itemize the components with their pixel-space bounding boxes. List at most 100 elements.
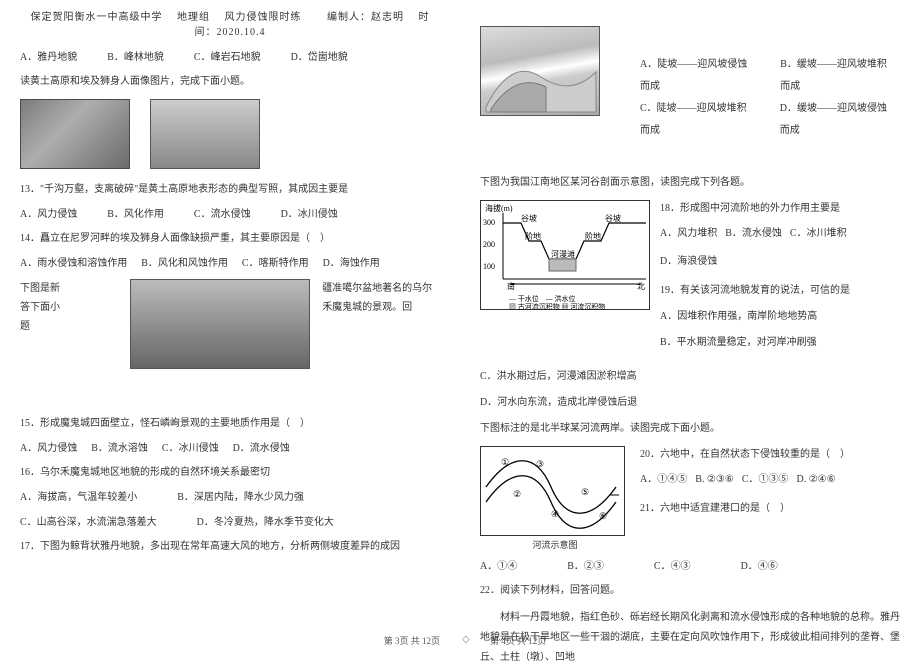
hdr-group: 地理组 (177, 12, 210, 23)
page-header: 保定贺阳衡水一中高级中学 地理组 风力侵蚀限时练 编制人：赵志明 时间：2020… (20, 8, 440, 38)
svg-text:河漫滩: 河漫滩 (551, 249, 575, 259)
opt-16b: B．深居内陆，降水少风力强 (177, 488, 304, 503)
svg-text:300: 300 (483, 218, 495, 227)
opt-12c: C．峰岩石地貌 (194, 48, 261, 63)
opt-13a: A．风力侵蚀 (20, 205, 77, 220)
q14-options: A．雨水侵蚀和溶蚀作用 B．风化和风蚀作用 C．喀斯特作用 D．海蚀作用 (20, 254, 440, 269)
opt-17d: D．缓坡——迎风坡侵蚀而成 (780, 98, 890, 142)
opt-17b: B．缓坡——迎风坡堆积而成 (780, 54, 890, 98)
opt-20d: D. ②④⑥ (796, 470, 835, 490)
svg-text:②: ② (513, 489, 521, 499)
read-loess: 读黄土高原和埃及狮身人面像图片，完成下面小题。 (20, 73, 440, 91)
svg-text:— 干水位 --- 洪水位: — 干水位 --- 洪水位 (508, 294, 576, 303)
wrap-t2: 疆准噶尔盆地著名的乌尔禾魔鬼城的景观。回 (322, 283, 432, 313)
svg-text:北: 北 (637, 282, 645, 291)
svg-text:100: 100 (483, 262, 495, 271)
opt-21c: C．④③ (654, 557, 691, 572)
svg-text:③: ③ (536, 459, 544, 469)
opt-15a: A．风力侵蚀 (20, 439, 77, 454)
svg-text:200: 200 (483, 240, 495, 249)
opt-15c: C．冰川侵蚀 (162, 439, 219, 454)
svg-text:④: ④ (551, 509, 559, 519)
yardang-wrap: 下图是新 答下面小 题 疆准噶尔盆地著名的乌尔禾魔鬼城的景观。回 (20, 279, 440, 369)
opt-19a: A．因堆积作用强，南岸阶地地势高 (660, 308, 900, 326)
opt-19d: D．河水向东流，造成北岸侵蚀后退 (480, 394, 900, 412)
loess-sphinx-images (20, 99, 440, 169)
svg-text:⑤: ⑤ (581, 487, 589, 497)
q15-options: A．风力侵蚀 B．流水溶蚀 C．冰川侵蚀 D．流水侵蚀 (20, 439, 440, 454)
loess-plateau-image (20, 99, 130, 169)
footer-left: 第 3页 共 12页 (0, 634, 460, 647)
q17: 17．下图为鲸背状雅丹地貌，多出现在常年高速大风的地方，分析两侧坡度差异的成因 (20, 538, 440, 556)
read-river: 下图为我国江南地区某河谷剖面示意图，读图完成下列各题。 (480, 174, 900, 192)
q22: 22．阅读下列材料，回答问题。 (480, 582, 900, 600)
opt-12b: B．峰林地貌 (107, 48, 164, 63)
q16-options-r1: A．海拔高，气温年较差小 B．深居内陆，降水少风力强 (20, 488, 440, 503)
q16-options-r2: C．山高谷深，水流湍急落差大 D．冬冷夏热，降水季节变化大 (20, 513, 440, 528)
hdr-time: 2020.10.4 (217, 27, 266, 38)
q14: 14．矗立在尼罗河畔的埃及狮身人面像缺损严重，其主要原因是（ ） (20, 230, 440, 248)
opt-21a: A．①④ (480, 557, 517, 572)
opt-16d: D．冬冷夏热，降水季节变化大 (197, 513, 334, 528)
q12-options: A．雅丹地貌 B．峰林地貌 C．峰岩石地貌 D．岱崮地貌 (20, 48, 440, 63)
sphinx-image (150, 99, 260, 169)
opt-12a: A．雅丹地貌 (20, 48, 77, 63)
yardang-image (130, 279, 310, 369)
q20-options: A．①④⑤ B. ②③⑥ C．①③⑤ D. ②④⑥ (640, 470, 900, 490)
q13-options: A．风力侵蚀 B．风化作用 C．流水侵蚀 D．冰川侵蚀 (20, 205, 440, 220)
opt-20b: B. ②③⑥ (695, 470, 734, 490)
dune-svg (481, 27, 601, 117)
opt-12d: D．岱崮地貌 (291, 48, 348, 63)
opt-18b: B．流水侵蚀 (725, 224, 782, 244)
q17-options: A．陡坡——迎风坡侵蚀而成 B．缓坡——迎风坡堆积而成 C．陡坡——迎风坡堆积而… (640, 54, 890, 142)
opt-13d: D．冰川侵蚀 (281, 205, 338, 220)
opt-17a: A．陡坡——迎风坡侵蚀而成 (640, 54, 750, 98)
svg-text:⑥: ⑥ (599, 511, 607, 521)
svg-text:谷坡: 谷坡 (605, 213, 621, 223)
opt-18c: C．冰川堆积 (790, 224, 847, 244)
svg-text:①: ① (501, 457, 509, 467)
hdr-topic: 风力侵蚀限时练 (225, 12, 302, 23)
q13: 13．"千沟万壑，支离破碎"是黄土高原地表形态的典型写照，其成因主要是 (20, 181, 440, 199)
opt-19b: B．平水期流量稳定，对河岸冲刷强 (660, 334, 900, 352)
opt-14a: A．雨水侵蚀和溶蚀作用 (20, 254, 127, 269)
lbl-yaxis: 海拔(m) (485, 203, 513, 213)
opt-17c: C．陡坡——迎风坡堆积而成 (640, 98, 750, 142)
footer-right: 第 4页 共 12页 (460, 634, 920, 647)
svg-text:南: 南 (507, 281, 515, 291)
opt-18d: D．海浪侵蚀 (660, 252, 717, 272)
opt-19c: C．洪水期过后，河漫滩因淤积增高 (480, 368, 900, 386)
q15: 15．形成魔鬼城四面壁立，怪石嶙峋景观的主要地质作用是（ ） (20, 415, 440, 433)
wrap-t1: 下图是新 (20, 283, 60, 294)
opt-20a: A．①④⑤ (640, 470, 687, 490)
q21-options: A．①④ B．②③ C．④③ D．④⑥ (480, 557, 900, 572)
q19: 19．有关该河流地貌发育的说法，可信的是 (660, 282, 900, 300)
opt-20c: C．①③⑤ (742, 470, 789, 490)
hdr-school: 保定贺阳衡水一中高级中学 (31, 12, 163, 23)
opt-15d: D．流水侵蚀 (233, 439, 290, 454)
q16: 16．乌尔禾魔鬼城地区地貌的形成的自然环境关系最密切 (20, 464, 440, 482)
opt-15b: B．流水溶蚀 (91, 439, 148, 454)
q20: 20．六地中，在自然状态下侵蚀较重的是（ ） (640, 446, 900, 464)
meander-caption: 河流示意图 (480, 538, 630, 551)
q18: 18．形成图中河流阶地的外力作用主要是 (660, 200, 900, 218)
q21: 21．六地中适宜建港口的是（ ） (640, 500, 900, 518)
q18-options: A．风力堆积 B．流水侵蚀 C．冰川堆积 D．海浪侵蚀 (660, 224, 900, 272)
meander-diagram: ① ② ③ ④ ⑤ ⑥ (480, 446, 625, 536)
opt-18a: A．风力堆积 (660, 224, 717, 244)
svg-text:谷坡: 谷坡 (521, 213, 537, 223)
opt-14d: D．海蚀作用 (323, 254, 380, 269)
wrap-t3: 答下面小 (20, 302, 60, 313)
opt-13c: C．流水侵蚀 (194, 205, 251, 220)
river-valley-diagram: 海拔(m) 300 200 100 谷坡谷坡 阶地阶地 河漫滩 南北 — 干水位… (480, 200, 650, 310)
wrap-t4: 题 (20, 321, 30, 332)
hdr-author: 赵志明 (371, 12, 404, 23)
whale-back-dune-image (480, 26, 600, 116)
opt-14b: B．风化和风蚀作用 (141, 254, 228, 269)
opt-16a: A．海拔高，气温年较差小 (20, 488, 137, 503)
opt-13b: B．风化作用 (107, 205, 164, 220)
read-meander: 下图标注的是北半球某河流两岸。读图完成下面小题。 (480, 420, 900, 438)
svg-text:阶地: 阶地 (525, 231, 541, 241)
opt-21d: D．④⑥ (741, 557, 778, 572)
opt-21b: B．②③ (567, 557, 604, 572)
